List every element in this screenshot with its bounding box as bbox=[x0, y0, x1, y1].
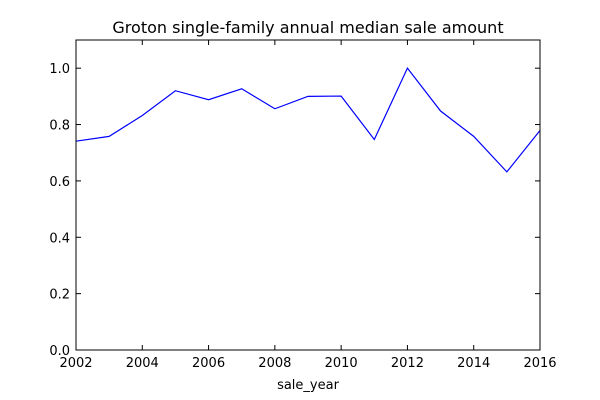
x-tick-label: 2010 bbox=[325, 356, 358, 371]
x-tick-label: 2016 bbox=[523, 356, 556, 371]
series-line-0 bbox=[75, 67, 541, 173]
y-tick-label: 1.0 bbox=[49, 62, 70, 77]
x-tick-label: 2006 bbox=[192, 356, 225, 371]
plot-frame bbox=[75, 39, 541, 351]
y-tick-label: 0.4 bbox=[49, 231, 70, 246]
y-tick-label: 0.0 bbox=[49, 344, 70, 359]
x-tick-label: 2014 bbox=[457, 356, 490, 371]
x-tick-label: 2004 bbox=[126, 356, 159, 371]
plot-area bbox=[75, 67, 541, 173]
x-tick-label: 2002 bbox=[59, 356, 92, 371]
y-tick-label: 0.8 bbox=[49, 119, 70, 134]
chart-title: Groton single-family annual median sale … bbox=[112, 18, 503, 37]
x-tick-label: 2012 bbox=[391, 356, 424, 371]
y-tick-label: 0.6 bbox=[49, 175, 70, 190]
x-tick-label: 2008 bbox=[258, 356, 291, 371]
y-tick-label: 0.2 bbox=[49, 288, 70, 303]
x-axis-label: sale_year bbox=[277, 378, 340, 393]
axis-ticks: 2002 2004 2006 2008 2010 2012 2014 2016 0.0 0.2 0.… bbox=[49, 40, 557, 371]
